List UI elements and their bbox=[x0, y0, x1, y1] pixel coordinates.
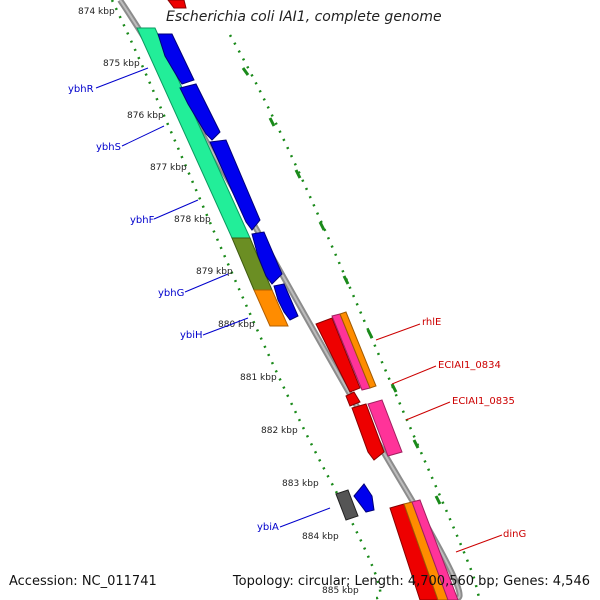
accession-label: Accession: NC_011741 bbox=[9, 574, 157, 589]
cds-arrow-ybhR[interactable] bbox=[157, 33, 195, 85]
cds-dinG-orange[interactable] bbox=[403, 501, 449, 600]
outer-tick-marks bbox=[241, 67, 442, 505]
left-label-leaders bbox=[95, 67, 331, 528]
gene-label-ybhS[interactable]: ybhS bbox=[96, 142, 121, 153]
tick-label: 882 kbp bbox=[261, 426, 298, 436]
cds-arrow-ybhG[interactable] bbox=[251, 231, 283, 285]
inner-tick-track bbox=[110, 0, 382, 600]
tick-label: 874 kbp bbox=[78, 7, 115, 17]
gene-label-ybiH[interactable]: ybiH bbox=[180, 330, 203, 341]
cds-ECIAI1_0835-red[interactable] bbox=[351, 403, 385, 461]
tick-label: 883 kbp bbox=[282, 479, 319, 489]
cds-arrow-ybhF[interactable] bbox=[209, 139, 261, 231]
cds-top-red[interactable] bbox=[167, 0, 187, 9]
gene-label-ybhR[interactable]: ybhR bbox=[68, 84, 94, 95]
tick-label: 878 kbp bbox=[174, 215, 211, 225]
left-gene-labels: ybhR ybhS ybhF ybhG ybiH ybiA bbox=[68, 84, 279, 533]
genome-title: Escherichia coli IAI1, complete genome bbox=[166, 9, 442, 25]
cds-rhlE-orange[interactable] bbox=[339, 311, 377, 389]
gene-ybhR-ybhF-block[interactable] bbox=[136, 27, 251, 239]
tick-label: 880 kbp bbox=[218, 320, 255, 330]
forward-cds-group bbox=[157, 33, 375, 513]
topology-label: Topology: circular; Length: 4,700,560 bp… bbox=[232, 574, 590, 589]
gene-label-ybiA[interactable]: ybiA bbox=[257, 522, 279, 533]
reverse-cds-group bbox=[167, 0, 459, 600]
gene-label-rhlE[interactable]: rhlE bbox=[422, 317, 441, 328]
tick-label: 884 kbp bbox=[302, 532, 339, 542]
tick-label: 877 kbp bbox=[150, 163, 187, 173]
gene-label-ECIAI1_0834[interactable]: ECIAI1_0834 bbox=[438, 360, 501, 371]
cds-dinG-red[interactable] bbox=[389, 503, 439, 600]
tick-labels: 874 kbp 875 kbp 876 kbp 877 kbp 878 kbp … bbox=[78, 7, 359, 596]
cds-arrow-ybiA[interactable] bbox=[353, 483, 375, 513]
cds-arrow-gray[interactable] bbox=[335, 489, 359, 521]
gene-label-ECIAI1_0835[interactable]: ECIAI1_0835 bbox=[452, 396, 515, 407]
gene-label-ybhF[interactable]: ybhF bbox=[130, 215, 155, 226]
tick-label: 876 kbp bbox=[127, 111, 164, 121]
gene-label-ybhG[interactable]: ybhG bbox=[158, 288, 184, 299]
right-gene-labels: rhlE ECIAI1_0834 ECIAI1_0835 dinG bbox=[422, 317, 526, 540]
cds-dinG-pink[interactable] bbox=[411, 499, 459, 600]
tick-label: 885 kbp bbox=[322, 586, 359, 596]
cds-arrow-ybiH[interactable] bbox=[273, 283, 299, 321]
tick-label: 881 kbp bbox=[240, 373, 277, 383]
tick-label: 875 kbp bbox=[103, 59, 140, 69]
cds-arrow-ybhS[interactable] bbox=[179, 83, 221, 141]
cds-rhlE-red[interactable] bbox=[315, 317, 361, 393]
right-label-leaders bbox=[375, 323, 503, 553]
cds-ECIAI1_0835-pink[interactable] bbox=[367, 399, 403, 457]
gene-label-dinG[interactable]: dinG bbox=[503, 529, 526, 540]
cds-ECIAI1_0834[interactable] bbox=[345, 391, 361, 407]
tick-label: 879 kbp bbox=[196, 267, 233, 277]
gene-ybiH-block[interactable] bbox=[253, 289, 289, 327]
